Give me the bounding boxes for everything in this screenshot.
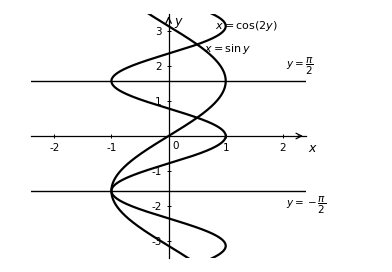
Text: $x = \cos(2y)$: $x = \cos(2y)$ [216, 19, 278, 33]
Text: 0: 0 [172, 141, 178, 151]
Text: x: x [308, 142, 316, 155]
Text: $y = \dfrac{\pi}{2}$: $y = \dfrac{\pi}{2}$ [286, 55, 314, 77]
Text: $y = -\dfrac{\pi}{2}$: $y = -\dfrac{\pi}{2}$ [286, 195, 326, 217]
Text: $x = \sin y$: $x = \sin y$ [204, 42, 251, 55]
Text: y: y [174, 15, 181, 28]
